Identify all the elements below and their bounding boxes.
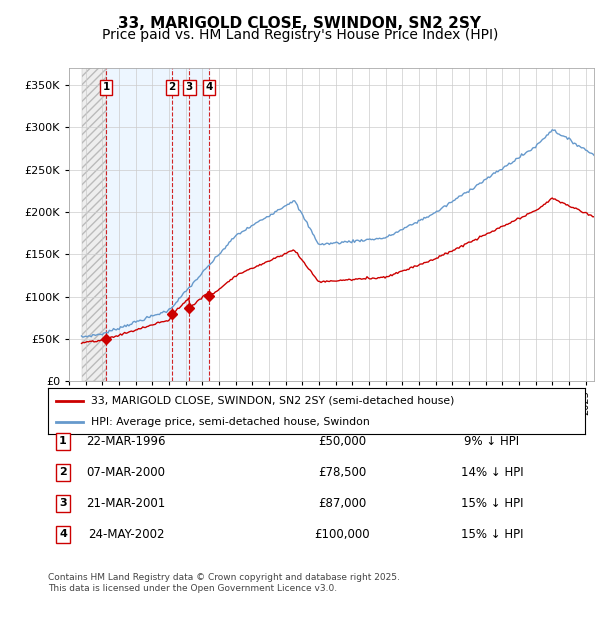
Text: 3: 3 (186, 82, 193, 92)
Text: £50,000: £50,000 (318, 435, 366, 448)
Text: 15% ↓ HPI: 15% ↓ HPI (461, 497, 523, 510)
Text: 22-MAR-1996: 22-MAR-1996 (86, 435, 166, 448)
Text: 33, MARIGOLD CLOSE, SWINDON, SN2 2SY: 33, MARIGOLD CLOSE, SWINDON, SN2 2SY (119, 16, 482, 30)
Text: 1: 1 (103, 82, 110, 92)
Text: 4: 4 (205, 82, 212, 92)
Text: 14% ↓ HPI: 14% ↓ HPI (461, 466, 523, 479)
Text: 4: 4 (59, 529, 67, 539)
Text: Price paid vs. HM Land Registry's House Price Index (HPI): Price paid vs. HM Land Registry's House … (102, 28, 498, 42)
Text: 33, MARIGOLD CLOSE, SWINDON, SN2 2SY (semi-detached house): 33, MARIGOLD CLOSE, SWINDON, SN2 2SY (se… (91, 396, 454, 405)
Text: 24-MAY-2002: 24-MAY-2002 (88, 528, 164, 541)
Bar (106, 68, 209, 381)
Text: 3: 3 (59, 498, 67, 508)
Text: 9% ↓ HPI: 9% ↓ HPI (464, 435, 520, 448)
Text: Contains HM Land Registry data © Crown copyright and database right 2025.
This d: Contains HM Land Registry data © Crown c… (48, 574, 400, 593)
Text: HPI: Average price, semi-detached house, Swindon: HPI: Average price, semi-detached house,… (91, 417, 370, 427)
Text: 2: 2 (59, 467, 67, 477)
Text: 1: 1 (59, 436, 67, 446)
Bar (82, 68, 106, 381)
Text: £87,000: £87,000 (318, 497, 366, 510)
Text: £100,000: £100,000 (314, 528, 370, 541)
Text: 21-MAR-2001: 21-MAR-2001 (86, 497, 166, 510)
Text: £78,500: £78,500 (318, 466, 366, 479)
Text: 07-MAR-2000: 07-MAR-2000 (86, 466, 166, 479)
Text: 15% ↓ HPI: 15% ↓ HPI (461, 528, 523, 541)
Text: 2: 2 (169, 82, 176, 92)
